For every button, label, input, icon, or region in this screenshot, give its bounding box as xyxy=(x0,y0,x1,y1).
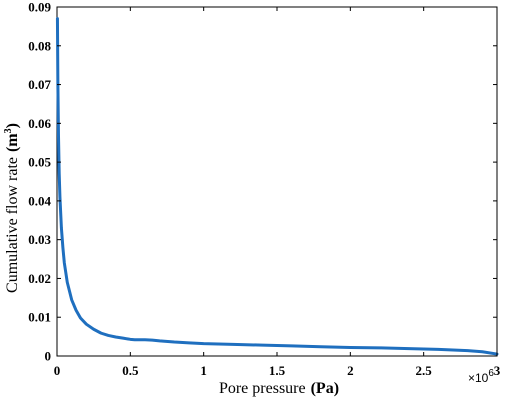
x-tick-label: 1 xyxy=(200,363,207,378)
y-tick-label: 0.05 xyxy=(28,155,51,170)
y-tick-label: 0.08 xyxy=(28,38,51,53)
x-axis-title: Pore pressure (Pa) xyxy=(219,380,339,397)
y-axis-title: Cumulative flow rate(m3) xyxy=(3,123,21,293)
y-tick-label: 0.02 xyxy=(28,271,51,286)
x-tick-label: 2 xyxy=(347,363,354,378)
x-tick-label: 3 xyxy=(494,363,501,378)
x-tick-label: 0 xyxy=(54,363,61,378)
x-tick-label: 0.5 xyxy=(122,363,139,378)
y-tick-label: 0.03 xyxy=(28,232,51,247)
y-tick-label: 0.07 xyxy=(28,77,51,92)
plot-area xyxy=(55,6,499,357)
y-tick-label: 0.04 xyxy=(28,193,51,208)
series-line xyxy=(55,17,499,356)
y-axis: 0 0.01 0.02 0.03 0.04 0.05 0.06 0.07 0.08 0.09 xyxy=(28,0,497,364)
x-tick-label: 2.5 xyxy=(416,363,433,378)
y-tick-label: 0.09 xyxy=(28,0,51,15)
y-tick-label: 0 xyxy=(45,349,52,364)
y-tick-label: 0.06 xyxy=(28,116,51,131)
y-tick-label: 0.01 xyxy=(28,310,51,325)
axes-box xyxy=(56,6,498,357)
x-axis-multiplier: ×106 xyxy=(468,368,494,385)
x-axis: 0 0.5 1 1.5 2 2.5 3 xyxy=(54,7,501,378)
x-tick-label: 1.5 xyxy=(269,363,286,378)
